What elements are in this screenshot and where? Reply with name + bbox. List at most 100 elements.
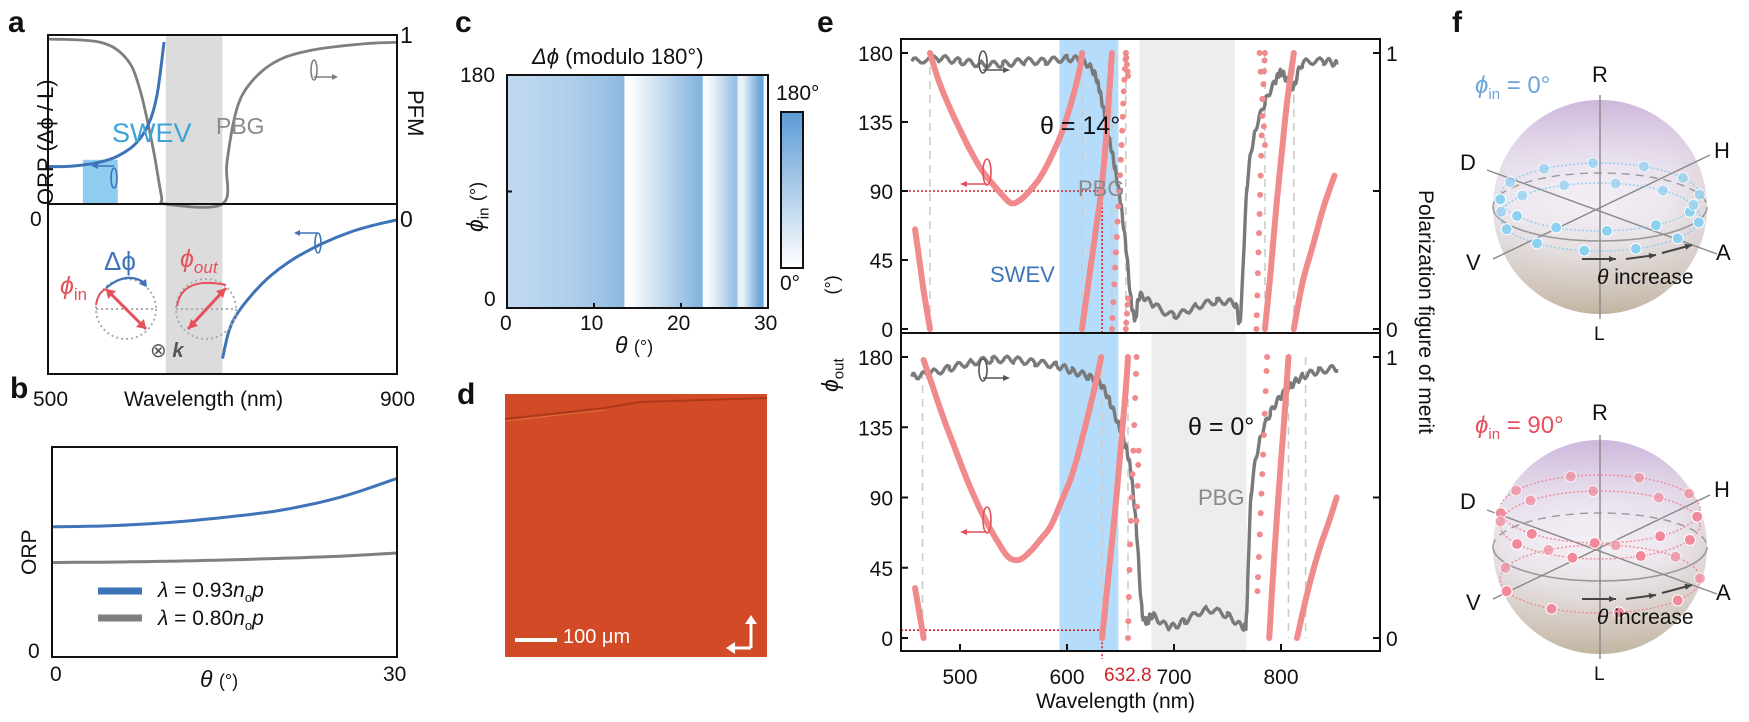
colorbar-max-label: 180° [776,82,820,105]
heatmap-cell [528,75,531,308]
s2-label-L: L [1594,664,1605,685]
heatmap-cell [566,75,569,308]
phi-out-point [1125,594,1132,601]
heatmap-cell [653,75,656,308]
heatmap-cell [670,75,673,308]
ytick-right-label: 0 [1386,319,1398,342]
b-xtick-30: 30 [383,663,407,686]
heatmap-cell [756,75,759,308]
e-top-theta-label: θ = 14° [1040,112,1121,140]
e-xlabel: Wavelength (nm) [1036,690,1196,713]
heatmap-cell [602,75,605,308]
phi-in-vector [104,287,148,331]
heatmap-cell [759,75,762,308]
trajectory-point [1671,594,1684,607]
phi-out-curve [1294,494,1340,641]
heatmap-cell [654,75,657,308]
e-bottom-theta-label: θ = 0° [1188,413,1255,441]
arrowhead [1003,375,1010,381]
heatmap-cell [596,75,599,308]
axis-DA [1486,509,1718,595]
phi-out-point [1117,156,1124,163]
heatmap-cell [524,75,527,308]
arrowhead [294,230,300,236]
colorbar-min-label: 0° [780,272,801,295]
trajectory-point [1600,224,1613,237]
heatmap-cell [733,75,736,308]
heatmap-cell [717,75,720,308]
heatmap-cell [628,75,631,308]
trajectory-point [1587,485,1600,498]
arrowhead [332,74,338,80]
heatmap-cell [572,75,575,308]
heatmap-cell [662,75,665,308]
phi-out-point [1262,388,1269,395]
ytick-left-label: 180 [858,347,893,370]
heatmap-cell [617,75,620,308]
phi-out-point [1116,187,1123,194]
heatmap-cell [704,75,707,308]
phi-out-point [1260,451,1267,458]
heatmap-cell [625,75,628,308]
heatmap-cell [565,75,568,308]
heatmap-cell [731,75,734,308]
trajectory-point [1669,550,1682,563]
phi-out-point [1256,531,1263,538]
heatmap-cell [583,75,586,308]
heatmap-cell [683,75,686,308]
arrowhead [92,163,98,169]
e-marker-wavelength-label: 632.8 [1104,665,1152,686]
heatmap-cell [743,75,746,308]
heatmap-cell [615,75,618,308]
rotation-icon [982,158,992,186]
arrowheads [106,289,146,329]
b-xlabel: θ (°) [200,666,239,692]
heatmap-cell [562,75,565,308]
panel-letter-d: d [457,378,476,411]
trajectory-point [1511,210,1524,223]
phi-out-point [1133,354,1140,360]
orp-curve-segment [48,41,166,169]
heatmap-cell [636,75,639,308]
trajectory-point [1633,471,1646,484]
sphere-1-label: ϕin = 0° [1475,72,1551,103]
phi-out-point [1133,503,1140,510]
phi-out-point [1257,191,1264,198]
heatmap-cell [592,75,595,308]
scale-bar-label: 100 μm [563,626,631,648]
trajectory-point [1637,160,1650,173]
heatmap-cell [710,75,713,308]
ytick-left-label: 90 [870,488,893,511]
phi-out-curve [1290,172,1338,332]
ytick-left-label: 180 [858,43,893,66]
series-line-2 [52,551,398,564]
trajectory-point [1654,530,1667,543]
phi-out-curve [912,585,927,641]
phi-out-point [1134,482,1141,489]
c-xlabel: θ (°) [615,332,654,358]
heatmap-cell [646,75,649,308]
heatmap-cell [647,75,650,308]
pbg-region [1151,334,1247,651]
heatmap-cell [679,75,682,308]
heatmap-cell [614,75,617,308]
phi-out-point [1109,314,1116,321]
heatmap-cell [537,75,540,308]
heatmap-cell [605,75,608,308]
heatmap-cell [753,75,756,308]
phi-out-curve [912,226,933,332]
phi-out-point [1258,132,1265,139]
trajectory-point [1691,510,1704,523]
swev-label: SWEV [112,118,192,148]
trajectory-point [1495,205,1508,218]
heatmap-cell [692,75,695,308]
heatmap-cell [660,75,663,308]
heatmap-cell [754,75,757,308]
phi-out-point [1261,57,1268,64]
polarization-circle-out [175,278,237,340]
trajectory-point [1652,491,1665,504]
heatmap-cell [599,75,602,308]
heatmap-cell [672,75,675,308]
